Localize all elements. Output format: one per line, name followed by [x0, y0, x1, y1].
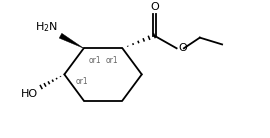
Polygon shape [59, 33, 84, 48]
Text: HO: HO [21, 89, 38, 99]
Text: or1: or1 [89, 56, 101, 65]
Text: O: O [150, 2, 159, 12]
Text: or1: or1 [106, 56, 119, 65]
Text: or1: or1 [76, 77, 89, 86]
Text: O: O [178, 43, 187, 53]
Text: H$_2$N: H$_2$N [35, 20, 58, 34]
